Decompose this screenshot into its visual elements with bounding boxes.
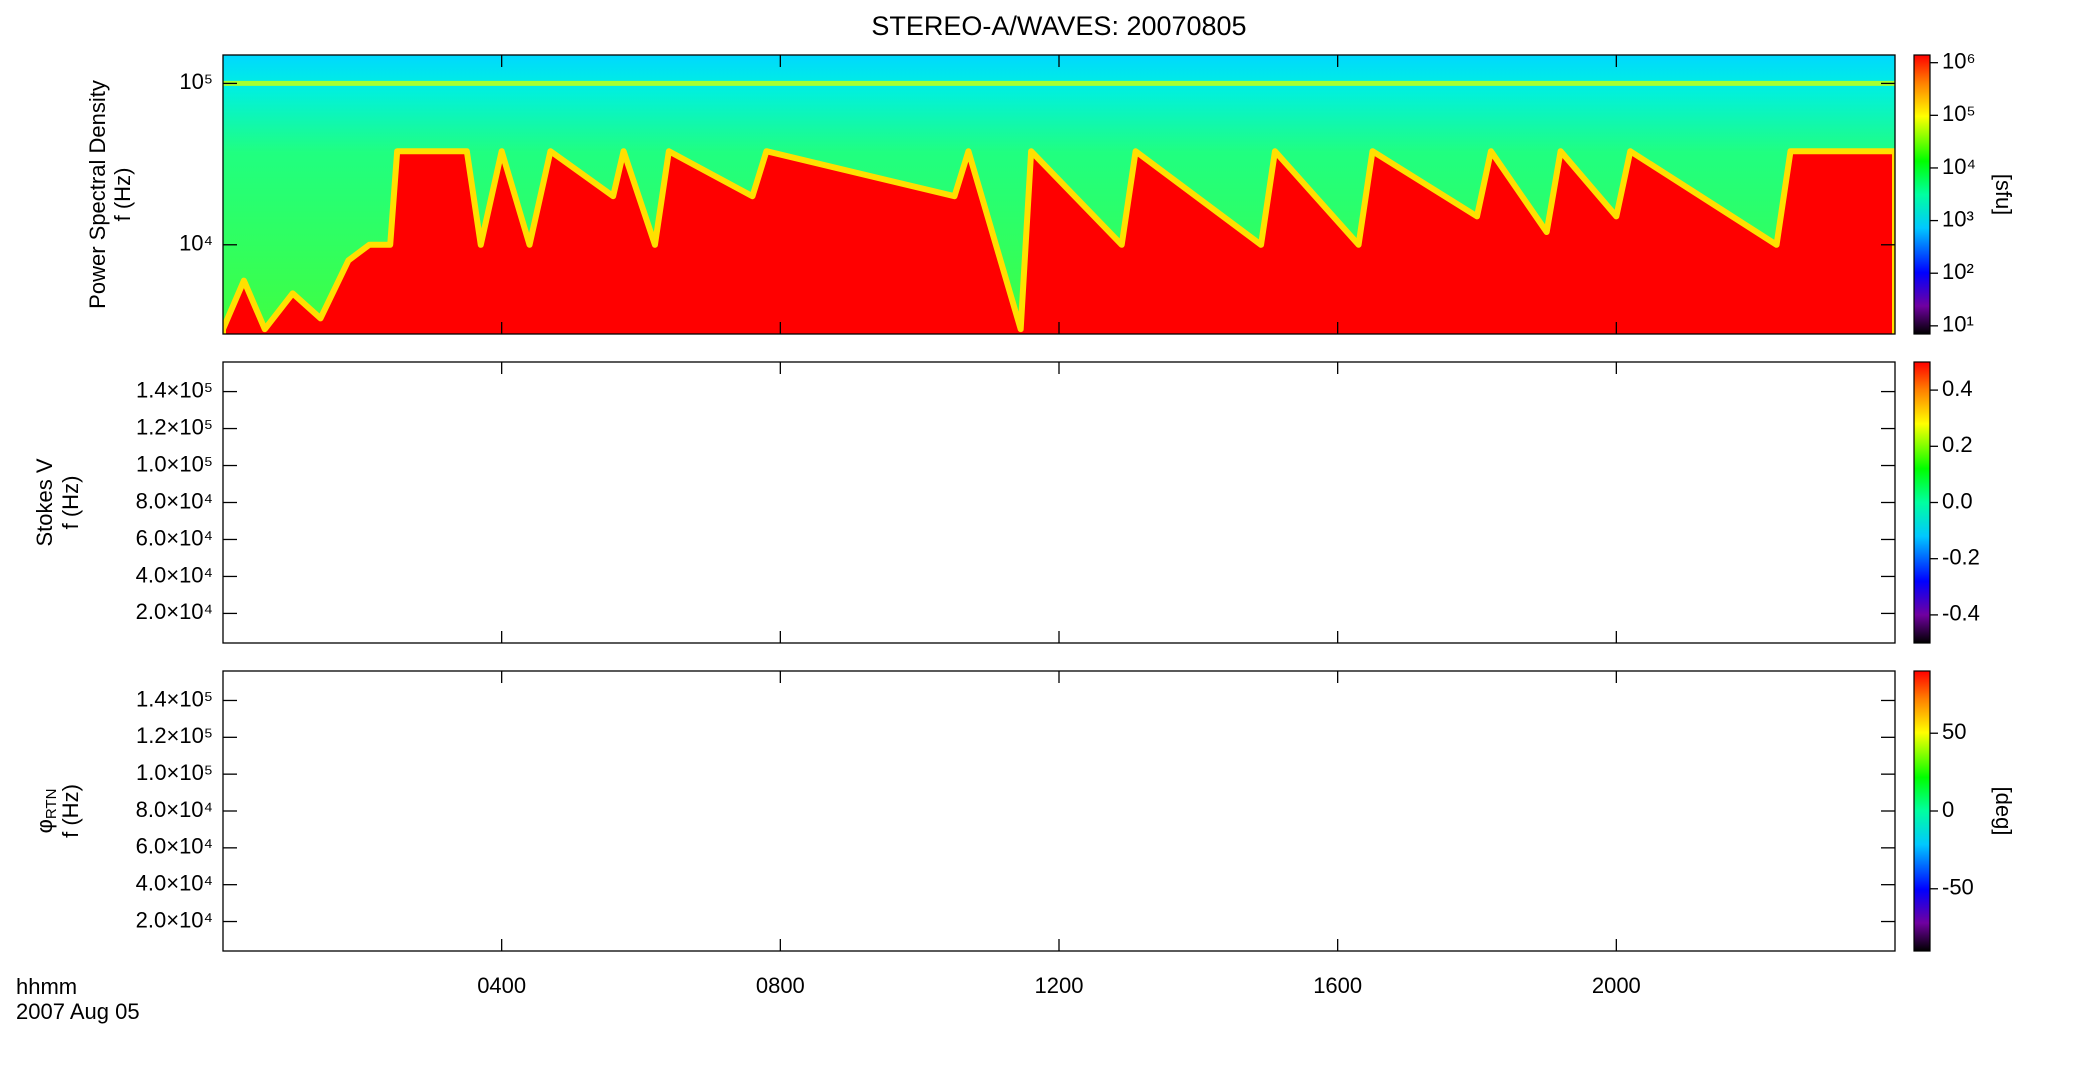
colorbar bbox=[1913, 670, 1931, 952]
y-tick-label: 4.0×10⁴ bbox=[136, 870, 213, 895]
y-tick-label: 2.0×10⁴ bbox=[136, 907, 213, 932]
y-tick-label: 8.0×10⁴ bbox=[136, 797, 213, 822]
y-tick-label: 1.0×10⁵ bbox=[136, 760, 213, 785]
y-label: f (Hz) bbox=[58, 476, 83, 530]
colorbar-label: [sfu] bbox=[1991, 174, 2016, 216]
colorbar-tick-label: 0 bbox=[1942, 797, 1954, 822]
y-label-text: Power Spectral Density bbox=[85, 80, 110, 309]
y-label: φRTN bbox=[32, 789, 60, 834]
colorbar-tick-label: 50 bbox=[1942, 719, 1966, 744]
y-label-text: φ bbox=[32, 819, 57, 833]
panel-frame bbox=[222, 361, 1896, 644]
colorbar-tick-label: -0.4 bbox=[1942, 601, 1980, 626]
y-tick-label: 4.0×10⁴ bbox=[136, 562, 213, 587]
colorbar-tick-label: 0.4 bbox=[1942, 376, 1973, 401]
colorbar bbox=[1913, 54, 1931, 335]
colorbar-tick-label: 0.2 bbox=[1942, 432, 1973, 457]
y-tick-label: 1.4×10⁵ bbox=[136, 377, 213, 402]
colorbar-tick-label: -0.2 bbox=[1942, 545, 1980, 570]
colorbar-tick-label: 10² bbox=[1942, 259, 1974, 284]
colorbar-tick-label: 10⁴ bbox=[1942, 154, 1976, 179]
date-label: 2007 Aug 05 bbox=[16, 999, 140, 1024]
x-tick-label: 0800 bbox=[756, 973, 805, 998]
colorbar-tick-label: 10⁶ bbox=[1942, 49, 1976, 74]
colorbar-label: [deg] bbox=[1991, 787, 2016, 836]
colorbar-tick-label: 10³ bbox=[1942, 206, 1974, 231]
x-tick-label: 2000 bbox=[1592, 973, 1641, 998]
colorbar-tick-label: 10¹ bbox=[1942, 312, 1974, 337]
y-tick-label: 1.2×10⁵ bbox=[136, 414, 213, 439]
colorbar-tick-label: -50 bbox=[1942, 875, 1974, 900]
y-tick-label: 10⁵ bbox=[179, 69, 213, 94]
spectrogram-area bbox=[223, 148, 1895, 334]
y-tick-label: 1.0×10⁵ bbox=[136, 451, 213, 476]
y-label: f (Hz) bbox=[58, 784, 83, 838]
y-tick-label: 1.2×10⁵ bbox=[136, 723, 213, 748]
y-tick-label: 1.4×10⁵ bbox=[136, 686, 213, 711]
y-tick-label: 8.0×10⁴ bbox=[136, 488, 213, 513]
title: STEREO-A/WAVES: 20070805 bbox=[871, 11, 1246, 41]
spectrogram-content bbox=[223, 80, 1895, 334]
colorbar-tick-label: 10⁵ bbox=[1942, 101, 1976, 126]
x-tick-label: 1200 bbox=[1035, 973, 1084, 998]
y-label: Power Spectral Density bbox=[85, 80, 110, 309]
y-tick-label: 6.0×10⁴ bbox=[136, 834, 213, 859]
y-label-text: Stokes V bbox=[32, 458, 57, 546]
y-label: f (Hz) bbox=[110, 168, 135, 222]
panel-frame bbox=[222, 670, 1896, 952]
x-tick-label: 0400 bbox=[477, 973, 526, 998]
x-tick-label: 1600 bbox=[1313, 973, 1362, 998]
colorbar bbox=[1913, 361, 1931, 644]
y-label: Stokes V bbox=[32, 458, 57, 546]
y-tick-label: 6.0×10⁴ bbox=[136, 525, 213, 550]
y-tick-label: 2.0×10⁴ bbox=[136, 599, 213, 624]
time-label: hhmm bbox=[16, 974, 77, 999]
y-label-subscript: RTN bbox=[43, 789, 60, 820]
y-tick-label: 10⁴ bbox=[179, 231, 213, 256]
colorbar-tick-label: 0.0 bbox=[1942, 488, 1973, 513]
